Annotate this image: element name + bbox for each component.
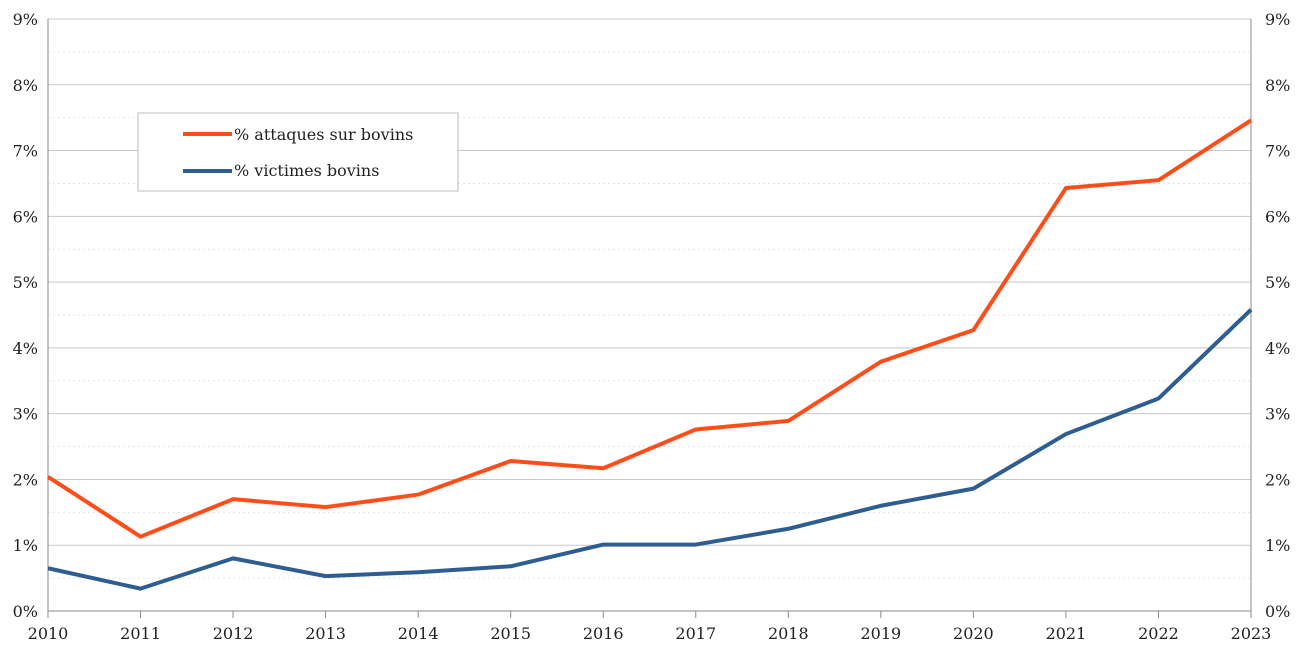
y-tick-label-left: 7% — [13, 142, 38, 161]
x-tick-label: 2016 — [583, 624, 624, 643]
x-tick-label: 2020 — [953, 624, 994, 643]
y-tick-label-left: 9% — [13, 10, 38, 29]
axes: 0% 1% 2% 3% 4% 5% 6% 7% 8% 9% 0% 1% 2% 3% 4% 5% 6% 7% 8% 9%… — [13, 10, 1291, 643]
y-tick-label-right: 5% — [1265, 273, 1290, 292]
series-line-attaques — [46, 118, 1253, 539]
y-tick-label-right: 8% — [1265, 76, 1290, 95]
x-tick-label: 2018 — [768, 624, 809, 643]
x-tick-label: 2011 — [120, 624, 161, 643]
y-tick-label-left: 6% — [13, 207, 38, 226]
legend-box — [137, 112, 459, 192]
y-tick-label-right: 0% — [1265, 602, 1290, 621]
x-tick-label: 2013 — [305, 624, 346, 643]
series-line-victimes — [47, 308, 1253, 591]
y-tick-label-left: 1% — [13, 536, 38, 555]
x-tick-label: 2019 — [860, 624, 901, 643]
y-tick-label-left: 2% — [13, 470, 38, 489]
y-tick-label-left: 3% — [13, 405, 38, 424]
y-tick-label-right: 6% — [1265, 207, 1290, 226]
y-tick-label-left: 4% — [13, 339, 38, 358]
y-tick-label-right: 7% — [1265, 142, 1290, 161]
y-tick-label-right: 9% — [1265, 10, 1290, 29]
y-tick-label-left: 8% — [13, 76, 38, 95]
x-tick-label: 2022 — [1138, 624, 1179, 643]
y-tick-label-right: 1% — [1265, 536, 1290, 555]
x-tick-label: 2014 — [398, 624, 439, 643]
x-tick-label: 2017 — [675, 624, 716, 643]
series-lines — [46, 118, 1253, 591]
legend-label-attaques: % attaques sur bovins — [234, 125, 413, 144]
x-tick-label: 2023 — [1231, 624, 1272, 643]
x-tick-label: 2010 — [28, 624, 69, 643]
x-tick-label: 2012 — [213, 624, 254, 643]
legend: % attaques sur bovins % victimes bovins — [137, 112, 459, 192]
y-tick-label-right: 4% — [1265, 339, 1290, 358]
y-tick-label-right: 3% — [1265, 405, 1290, 424]
y-tick-label-left: 0% — [13, 602, 38, 621]
legend-label-victimes: % victimes bovins — [234, 161, 379, 180]
y-tick-label-left: 5% — [13, 273, 38, 292]
x-tick-label: 2015 — [490, 624, 531, 643]
y-tick-label-right: 2% — [1265, 470, 1290, 489]
x-tick-label: 2021 — [1046, 624, 1087, 643]
grid — [48, 18, 1251, 579]
